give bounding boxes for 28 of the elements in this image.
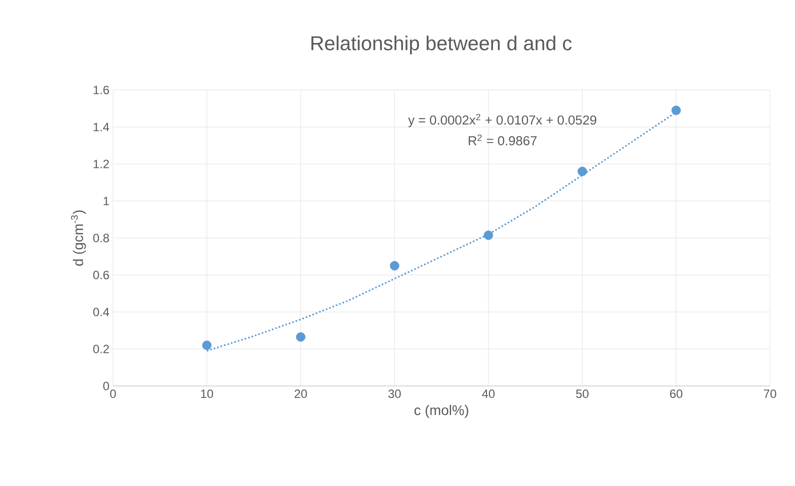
point (671, 106, 681, 116)
y-tick-label: 0 (103, 382, 110, 390)
y-tick-label: 0.4 (93, 308, 110, 316)
y-tick-label: 0.8 (93, 234, 109, 242)
point (202, 340, 212, 350)
y-tick-label: 1 (104, 196, 109, 206)
x-tick-label: 10 (201, 390, 214, 398)
x-tick-label: 30 (388, 390, 401, 398)
x-tick-label: 40 (482, 390, 495, 398)
annotation: y = 0.0002x$^{2}$ + 0.0107x + 0.0529 (408, 114, 596, 128)
point (296, 332, 306, 342)
x-tick-label: 70 (764, 390, 776, 398)
y-tick-label: 1.2 (94, 160, 109, 168)
x-axis-title: c (mol%) (414, 404, 468, 418)
point (484, 230, 494, 240)
annotation: R$^{2}$ = 0.9867 (468, 134, 537, 146)
point (390, 261, 400, 270)
y-tick-label: 1.6 (94, 86, 109, 94)
y-axis-title: d (gcm$^{-3}$) (70, 210, 86, 266)
y-tick-label: 1.4 (94, 122, 110, 132)
x-tick-label: 0 (110, 390, 116, 398)
x-tick-label: 20 (294, 390, 307, 398)
x-tick-label: 50 (576, 390, 588, 398)
y-tick-label: 0.6 (93, 270, 109, 280)
chart-title: Relationship between d and c (311, 36, 572, 54)
point (578, 166, 587, 176)
y-tick-label: 0.2 (93, 344, 109, 354)
x-tick-label: 60 (670, 390, 682, 398)
